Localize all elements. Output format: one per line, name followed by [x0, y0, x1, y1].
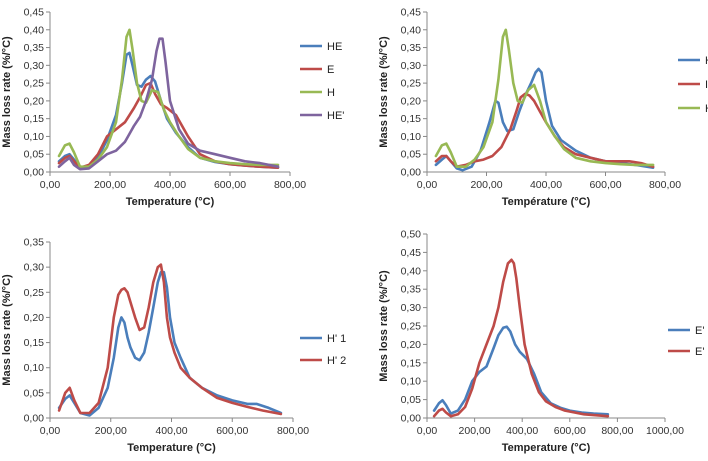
legend-label: E: [327, 64, 334, 76]
y-tick-label: 0,45: [24, 7, 45, 19]
legend-label: H: [705, 103, 708, 115]
x-tick-label: 400,00: [530, 179, 562, 191]
y-tick-label: 0,05: [24, 387, 45, 399]
legend-label: HI: [705, 55, 708, 67]
x-axis-title: Temperature (°C): [126, 196, 215, 208]
x-tick-label: 800,00: [601, 425, 633, 437]
x-tick-label: 400,00: [155, 425, 187, 437]
y-axis-title: Mass loss rate (%/°C): [1, 36, 13, 148]
legend-label: HE': [327, 110, 344, 122]
series-line-hi: [434, 67, 655, 172]
y-axis-title: Mass loss rate (%/°C): [1, 274, 13, 386]
y-tick-label: 0,40: [24, 24, 45, 36]
x-tick-label: 800,00: [649, 179, 681, 191]
legend-label: E' 1: [695, 325, 708, 337]
y-tick-label: 0,20: [401, 95, 422, 107]
x-tick-label: 200,00: [95, 425, 127, 437]
y-tick-label: 0,50: [401, 229, 422, 241]
y-tick-label: 0,30: [401, 302, 422, 314]
y-axis-title: Mass loss rate (%/°C): [378, 36, 390, 148]
x-tick-label: 0,00: [40, 179, 61, 191]
y-tick-label: 0,00: [24, 413, 45, 425]
y-tick-label: 0,40: [401, 265, 422, 277]
y-tick-label: 0,35: [401, 42, 422, 54]
legend-label: H' 2: [327, 355, 346, 367]
y-tick-label: 0,05: [24, 149, 45, 161]
legend-label: H: [327, 87, 335, 99]
y-tick-label: 0,10: [24, 362, 45, 374]
y-axis-title: Mass loss rate (%/°C): [378, 270, 390, 382]
y-tick-label: 0,15: [401, 113, 422, 125]
x-tick-label: 400,00: [154, 179, 186, 191]
x-tick-label: 200,00: [94, 179, 126, 191]
chart-2: 0,00 0,05 0,10 0,15 0,20 0,25 0,30 0,35 0,40 0,45…: [378, 7, 708, 209]
chart-1: 0,00 0,05 0,10 0,15 0,20 0,25 0,30 0,35 0,40 0,45…: [1, 7, 344, 209]
x-tick-label: 400,00: [506, 425, 538, 437]
x-tick-label: 600,00: [216, 425, 248, 437]
y-tick-label: 0,15: [401, 357, 422, 369]
x-tick-label: 0,00: [417, 425, 438, 437]
legend-label: E' 2: [695, 346, 708, 358]
y-tick-label: 0,10: [401, 376, 422, 388]
chart-4: 0,00 0,05 0,10 0,15 0,20 0,25 0,30 0,35 0,40 0,45…: [378, 229, 708, 455]
y-tick-label: 0,00: [24, 167, 45, 179]
y-tick-label: 0,00: [401, 413, 422, 425]
y-tick-label: 0,45: [401, 247, 422, 259]
x-tick-label: 600,00: [554, 425, 586, 437]
y-tick-label: 0,45: [401, 7, 422, 19]
x-tick-label: 1000,00: [646, 425, 684, 437]
y-tick-label: 0,35: [24, 237, 45, 249]
x-tick-label: 800,00: [277, 425, 309, 437]
y-tick-label: 0,35: [401, 284, 422, 296]
y-tick-label: 0,20: [401, 339, 422, 351]
x-tick-label: 800,00: [274, 179, 306, 191]
x-tick-label: 600,00: [214, 179, 246, 191]
y-tick-label: 0,05: [401, 394, 422, 406]
x-tick-label: 600,00: [589, 179, 621, 191]
y-tick-label: 0,10: [401, 131, 422, 143]
y-tick-label: 0,00: [401, 167, 422, 179]
series-line-he: [57, 37, 280, 171]
y-tick-label: 0,40: [401, 24, 422, 36]
y-tick-label: 0,15: [24, 113, 45, 125]
series-line-e1: [432, 325, 610, 416]
y-tick-label: 0,15: [24, 337, 45, 349]
y-tick-label: 0,20: [24, 95, 45, 107]
series-line-h2: [57, 263, 283, 416]
x-tick-label: 200,00: [459, 425, 491, 437]
y-tick-label: 0,30: [24, 262, 45, 274]
series-line-h: [57, 28, 280, 168]
x-axis-title: Temperature (°C): [127, 442, 216, 454]
legend-label: HE: [327, 41, 342, 53]
y-tick-label: 0,20: [24, 312, 45, 324]
y-tick-label: 0,25: [401, 321, 422, 333]
y-tick-label: 0,30: [24, 60, 45, 72]
y-tick-label: 0,25: [24, 78, 45, 90]
x-axis-title: Température (°C): [502, 196, 591, 208]
y-tick-label: 0,10: [24, 131, 45, 143]
legend-label: H' 1: [327, 333, 346, 345]
series-line-e2: [432, 258, 610, 418]
legend-label: I: [705, 79, 708, 91]
y-tick-label: 0,25: [401, 78, 422, 90]
series-line-h1: [57, 270, 283, 417]
x-tick-label: 200,00: [470, 179, 502, 191]
chart-3: 0,00 0,05 0,10 0,15 0,20 0,25 0,30 0,35 0,00 200,…: [1, 237, 346, 455]
x-tick-label: 0,00: [417, 179, 438, 191]
x-axis-title: Temperature (°C): [502, 442, 591, 454]
series-line-i: [434, 92, 655, 168]
y-tick-label: 0,05: [401, 149, 422, 161]
y-tick-label: 0,30: [401, 60, 422, 72]
series-line-h: [434, 28, 655, 168]
x-tick-label: 0,00: [40, 425, 61, 437]
y-tick-label: 0,35: [24, 42, 45, 54]
y-tick-label: 0,25: [24, 287, 45, 299]
